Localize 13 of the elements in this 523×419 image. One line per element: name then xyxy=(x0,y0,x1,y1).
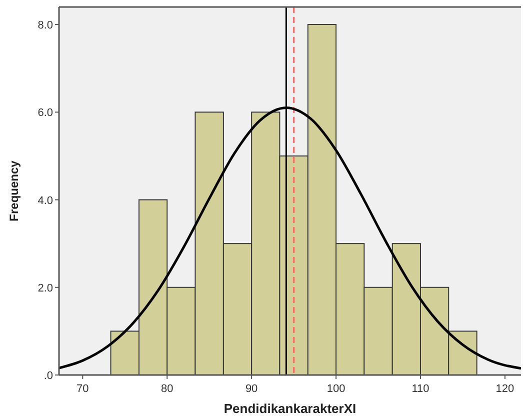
y-tick-label: 8.0 xyxy=(38,20,53,32)
x-tick-label: 110 xyxy=(412,383,430,395)
y-tick-label: .0 xyxy=(44,370,53,382)
y-tick-label: 6.0 xyxy=(38,107,53,120)
x-tick-label: 90 xyxy=(245,383,258,395)
y-tick-label: 4.0 xyxy=(38,194,53,207)
y-axis-title: Frequency xyxy=(7,160,21,222)
x-tick-label: 70 xyxy=(76,383,89,395)
x-tick-label: 120 xyxy=(496,383,514,395)
x-axis-title: PendidikankarakterXI xyxy=(224,401,356,416)
x-tick-label: 80 xyxy=(160,383,174,395)
y-tick-label: 2.0 xyxy=(38,282,53,294)
x-tick-label: 100 xyxy=(326,383,346,395)
